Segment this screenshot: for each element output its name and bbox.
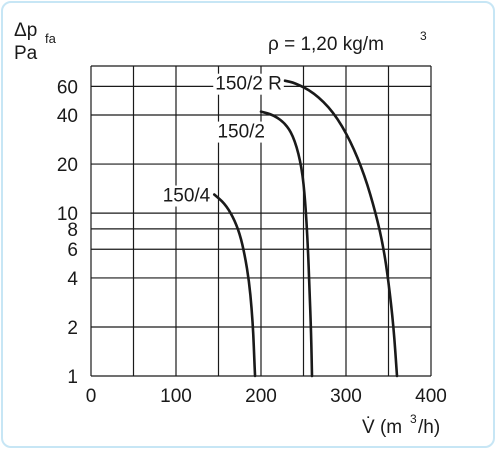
series-label-150-2: 150/2: [217, 122, 265, 143]
series-line-150-2-r: [283, 79, 399, 378]
x-tick-label-100: 100: [160, 386, 192, 407]
series-lines: [212, 79, 399, 378]
series-label-background-150-2-r: [213, 73, 284, 95]
series-labels: 150/4 150/2 150/2 R: [160, 73, 284, 207]
series-label-background-150-2: [215, 121, 267, 143]
y-axis-label-subscript: fa: [45, 31, 57, 46]
x-tick-label-400: 400: [415, 386, 447, 407]
x-tick-label-300: 300: [330, 386, 362, 407]
density-annotation-sup: 3: [420, 29, 427, 43]
y-tick-label-4: 4: [67, 269, 78, 290]
y-tick-label-2: 2: [67, 318, 78, 339]
series-line-150-2: [259, 110, 314, 378]
y-tick-label-40: 40: [57, 106, 78, 127]
y-tick-label-8: 8: [67, 220, 78, 241]
series-label-150-4: 150/4: [163, 186, 211, 207]
series-line-150-4: [212, 193, 257, 378]
y-tick-label-6: 6: [67, 240, 78, 261]
y-tick-label-60: 60: [57, 77, 78, 98]
x-axis-label-sup: 3: [410, 412, 417, 426]
y-tick-label-1: 1: [67, 367, 78, 388]
y-tick-label-10: 10: [57, 204, 78, 225]
x-tick-label-0: 0: [86, 386, 97, 407]
y-tick-label-20: 20: [57, 155, 78, 176]
x-axis-label-end: /h): [418, 417, 440, 438]
series-label-150-2-r: 150/2 R: [215, 74, 282, 95]
x-tick-label-200: 200: [245, 386, 277, 407]
series-label-background-150-4: [160, 185, 213, 207]
x-axis-label: V̇ (m: [362, 417, 402, 438]
density-annotation: ρ = 1,20 kg/m: [268, 34, 384, 55]
y-axis-label-unit: Pa: [14, 43, 38, 64]
y-axis-label-dp: Δp: [14, 20, 37, 41]
